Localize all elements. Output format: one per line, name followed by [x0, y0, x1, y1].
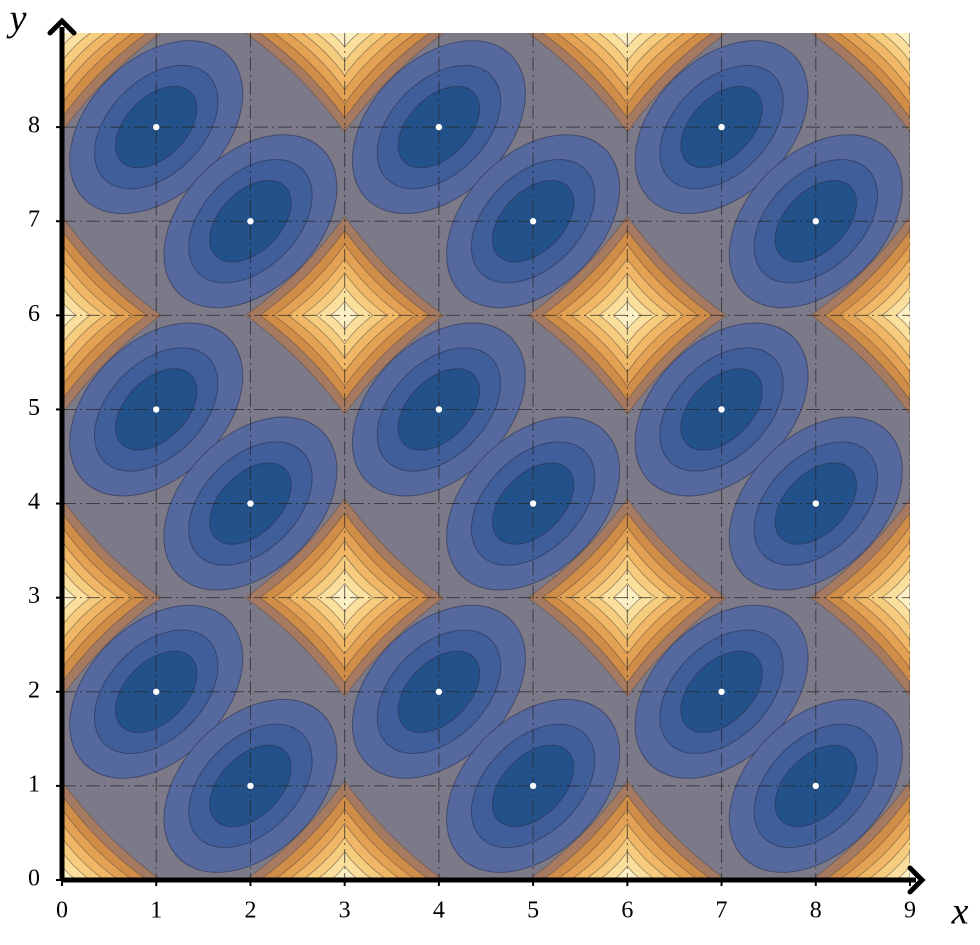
y-tick-label: 1 [28, 771, 40, 797]
overlay: 0 1 2 3 4 5 6 7 8 9 0 1 2 3 4 5 6 7 8 [28, 17, 926, 924]
x-axis-label: x [951, 891, 969, 933]
y-tick-label: 4 [28, 489, 40, 515]
x-tick-label: 6 [621, 898, 633, 924]
maximum-level [895, 865, 910, 880]
maximum-level [895, 33, 910, 48]
y-tick-label: 5 [28, 395, 40, 421]
minimum-point [247, 500, 254, 507]
minimum-point [435, 406, 443, 413]
maximum-level [62, 865, 77, 880]
minimum-point [718, 406, 725, 413]
y-axis-arrow [47, 17, 77, 36]
maximum-level [612, 865, 643, 880]
y-tick-label: 3 [28, 583, 40, 609]
minimum-point [435, 123, 443, 131]
maximum-level [881, 851, 910, 880]
minimum-point [153, 123, 160, 131]
x-tick-label: 5 [527, 898, 539, 924]
maximum-level [62, 851, 91, 880]
x-tick-label: 4 [433, 898, 445, 924]
x-tick-label: 8 [810, 898, 822, 924]
minimum-point [812, 218, 819, 225]
minimum-point [718, 123, 725, 131]
y-tick-label: 0 [28, 866, 40, 892]
minimum-point [247, 782, 254, 790]
x-tick-label: 2 [244, 898, 256, 924]
minimum-point [529, 218, 537, 225]
maximum-level [62, 33, 77, 48]
minimum-point [153, 688, 160, 695]
minimum-point [812, 500, 819, 507]
y-tick-label: 6 [28, 301, 40, 327]
minimum-point [247, 218, 254, 225]
minimum-point [529, 782, 537, 790]
x-tick-label: 1 [150, 898, 162, 924]
minimum-point [153, 406, 160, 413]
maximum-level [881, 33, 910, 62]
x-axis-arrow [907, 865, 926, 895]
minimum-point [718, 688, 725, 695]
x-tick-label: 9 [904, 898, 916, 924]
y-tick-label: 7 [28, 207, 40, 233]
y-tick-label: 2 [28, 677, 40, 703]
maximum-level [62, 33, 91, 62]
minimum-point [812, 782, 819, 790]
y-tick-label: 8 [28, 113, 40, 139]
maximum-level [329, 865, 360, 880]
minimum-point [435, 688, 443, 695]
minimum-point [529, 500, 537, 507]
x-tick-label: 0 [56, 898, 68, 924]
y-axis-label: y [6, 0, 27, 40]
x-tick-label: 7 [716, 898, 728, 924]
x-tick-label: 3 [339, 898, 351, 924]
